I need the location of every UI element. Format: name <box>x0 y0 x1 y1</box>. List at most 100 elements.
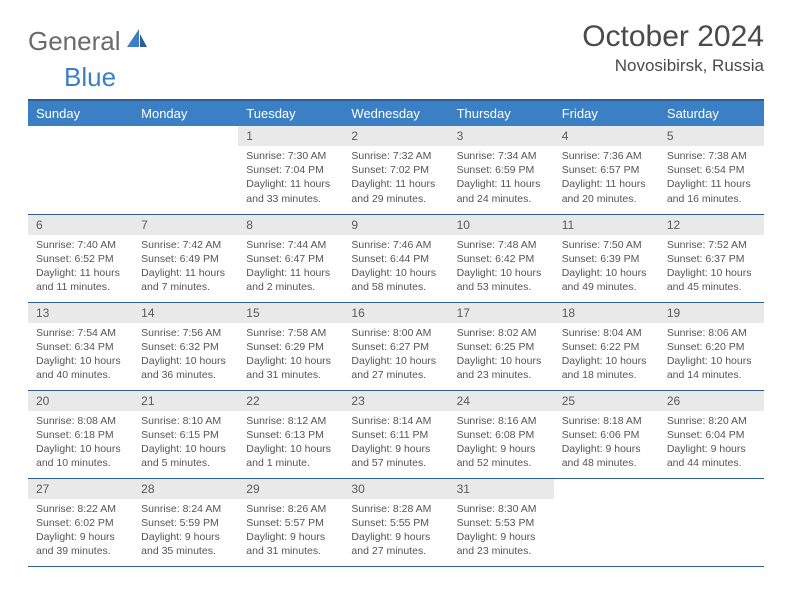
day-details: Sunrise: 7:40 AMSunset: 6:52 PMDaylight:… <box>28 235 133 301</box>
calendar-week-row: 1Sunrise: 7:30 AMSunset: 7:04 PMDaylight… <box>28 126 764 214</box>
calendar-day-cell: 1Sunrise: 7:30 AMSunset: 7:04 PMDaylight… <box>238 126 343 214</box>
day-number: 25 <box>554 391 659 411</box>
calendar-day-cell: 4Sunrise: 7:36 AMSunset: 6:57 PMDaylight… <box>554 126 659 214</box>
day-number: 31 <box>449 479 554 499</box>
day-details: Sunrise: 8:10 AMSunset: 6:15 PMDaylight:… <box>133 411 238 477</box>
calendar-day-cell <box>554 478 659 566</box>
day-details: Sunrise: 8:00 AMSunset: 6:27 PMDaylight:… <box>343 323 448 389</box>
day-details: Sunrise: 8:04 AMSunset: 6:22 PMDaylight:… <box>554 323 659 389</box>
day-number: 8 <box>238 215 343 235</box>
day-number: 13 <box>28 303 133 323</box>
day-number: 21 <box>133 391 238 411</box>
day-details: Sunrise: 8:12 AMSunset: 6:13 PMDaylight:… <box>238 411 343 477</box>
day-details: Sunrise: 7:38 AMSunset: 6:54 PMDaylight:… <box>659 146 764 212</box>
day-details: Sunrise: 8:24 AMSunset: 5:59 PMDaylight:… <box>133 499 238 565</box>
day-details: Sunrise: 8:16 AMSunset: 6:08 PMDaylight:… <box>449 411 554 477</box>
day-details: Sunrise: 8:14 AMSunset: 6:11 PMDaylight:… <box>343 411 448 477</box>
weekday-header: Wednesday <box>343 100 448 126</box>
day-details: Sunrise: 7:54 AMSunset: 6:34 PMDaylight:… <box>28 323 133 389</box>
day-number: 23 <box>343 391 448 411</box>
day-details: Sunrise: 7:42 AMSunset: 6:49 PMDaylight:… <box>133 235 238 301</box>
day-number: 22 <box>238 391 343 411</box>
day-number: 27 <box>28 479 133 499</box>
weekday-header: Saturday <box>659 100 764 126</box>
day-details: Sunrise: 8:06 AMSunset: 6:20 PMDaylight:… <box>659 323 764 389</box>
day-number: 18 <box>554 303 659 323</box>
logo-text-blue: Blue <box>64 62 116 92</box>
day-details: Sunrise: 8:26 AMSunset: 5:57 PMDaylight:… <box>238 499 343 565</box>
day-details: Sunrise: 8:08 AMSunset: 6:18 PMDaylight:… <box>28 411 133 477</box>
day-details: Sunrise: 8:28 AMSunset: 5:55 PMDaylight:… <box>343 499 448 565</box>
calendar-day-cell: 21Sunrise: 8:10 AMSunset: 6:15 PMDayligh… <box>133 390 238 478</box>
day-details: Sunrise: 7:32 AMSunset: 7:02 PMDaylight:… <box>343 146 448 212</box>
calendar-day-cell: 16Sunrise: 8:00 AMSunset: 6:27 PMDayligh… <box>343 302 448 390</box>
month-title: October 2024 <box>582 20 764 54</box>
day-number: 29 <box>238 479 343 499</box>
day-details: Sunrise: 8:20 AMSunset: 6:04 PMDaylight:… <box>659 411 764 477</box>
weekday-header: Tuesday <box>238 100 343 126</box>
calendar-day-cell: 31Sunrise: 8:30 AMSunset: 5:53 PMDayligh… <box>449 478 554 566</box>
calendar-day-cell: 25Sunrise: 8:18 AMSunset: 6:06 PMDayligh… <box>554 390 659 478</box>
calendar-day-cell: 15Sunrise: 7:58 AMSunset: 6:29 PMDayligh… <box>238 302 343 390</box>
day-number: 19 <box>659 303 764 323</box>
day-details: Sunrise: 7:30 AMSunset: 7:04 PMDaylight:… <box>238 146 343 212</box>
calendar-day-cell: 22Sunrise: 8:12 AMSunset: 6:13 PMDayligh… <box>238 390 343 478</box>
day-details: Sunrise: 7:36 AMSunset: 6:57 PMDaylight:… <box>554 146 659 212</box>
day-number: 2 <box>343 126 448 146</box>
calendar-day-cell: 12Sunrise: 7:52 AMSunset: 6:37 PMDayligh… <box>659 214 764 302</box>
calendar-day-cell <box>133 126 238 214</box>
calendar-day-cell: 24Sunrise: 8:16 AMSunset: 6:08 PMDayligh… <box>449 390 554 478</box>
day-number: 1 <box>238 126 343 146</box>
calendar-day-cell: 11Sunrise: 7:50 AMSunset: 6:39 PMDayligh… <box>554 214 659 302</box>
calendar-day-cell: 10Sunrise: 7:48 AMSunset: 6:42 PMDayligh… <box>449 214 554 302</box>
day-details: Sunrise: 7:44 AMSunset: 6:47 PMDaylight:… <box>238 235 343 301</box>
calendar-day-cell: 5Sunrise: 7:38 AMSunset: 6:54 PMDaylight… <box>659 126 764 214</box>
calendar-day-cell: 29Sunrise: 8:26 AMSunset: 5:57 PMDayligh… <box>238 478 343 566</box>
day-number: 30 <box>343 479 448 499</box>
day-number: 9 <box>343 215 448 235</box>
day-number: 14 <box>133 303 238 323</box>
day-details: Sunrise: 8:02 AMSunset: 6:25 PMDaylight:… <box>449 323 554 389</box>
calendar-day-cell: 28Sunrise: 8:24 AMSunset: 5:59 PMDayligh… <box>133 478 238 566</box>
weekday-header: Friday <box>554 100 659 126</box>
day-number: 10 <box>449 215 554 235</box>
day-number: 3 <box>449 126 554 146</box>
day-number: 12 <box>659 215 764 235</box>
calendar-day-cell: 8Sunrise: 7:44 AMSunset: 6:47 PMDaylight… <box>238 214 343 302</box>
day-number: 26 <box>659 391 764 411</box>
calendar-day-cell: 17Sunrise: 8:02 AMSunset: 6:25 PMDayligh… <box>449 302 554 390</box>
weekday-header: Thursday <box>449 100 554 126</box>
calendar-week-row: 13Sunrise: 7:54 AMSunset: 6:34 PMDayligh… <box>28 302 764 390</box>
day-details: Sunrise: 7:56 AMSunset: 6:32 PMDaylight:… <box>133 323 238 389</box>
day-number: 28 <box>133 479 238 499</box>
calendar-day-cell: 19Sunrise: 8:06 AMSunset: 6:20 PMDayligh… <box>659 302 764 390</box>
day-number: 6 <box>28 215 133 235</box>
calendar-week-row: 27Sunrise: 8:22 AMSunset: 6:02 PMDayligh… <box>28 478 764 566</box>
calendar-week-row: 6Sunrise: 7:40 AMSunset: 6:52 PMDaylight… <box>28 214 764 302</box>
day-details: Sunrise: 7:46 AMSunset: 6:44 PMDaylight:… <box>343 235 448 301</box>
calendar-day-cell <box>28 126 133 214</box>
weekday-header: Sunday <box>28 100 133 126</box>
calendar-day-cell: 7Sunrise: 7:42 AMSunset: 6:49 PMDaylight… <box>133 214 238 302</box>
calendar-day-cell: 3Sunrise: 7:34 AMSunset: 6:59 PMDaylight… <box>449 126 554 214</box>
calendar-day-cell: 9Sunrise: 7:46 AMSunset: 6:44 PMDaylight… <box>343 214 448 302</box>
day-details: Sunrise: 7:50 AMSunset: 6:39 PMDaylight:… <box>554 235 659 301</box>
day-details: Sunrise: 8:30 AMSunset: 5:53 PMDaylight:… <box>449 499 554 565</box>
weekday-header: Monday <box>133 100 238 126</box>
logo-sail-icon <box>125 27 149 54</box>
day-details: Sunrise: 8:22 AMSunset: 6:02 PMDaylight:… <box>28 499 133 565</box>
calendar-day-cell: 27Sunrise: 8:22 AMSunset: 6:02 PMDayligh… <box>28 478 133 566</box>
day-details: Sunrise: 7:34 AMSunset: 6:59 PMDaylight:… <box>449 146 554 212</box>
calendar-day-cell: 30Sunrise: 8:28 AMSunset: 5:55 PMDayligh… <box>343 478 448 566</box>
day-number: 17 <box>449 303 554 323</box>
calendar-day-cell: 26Sunrise: 8:20 AMSunset: 6:04 PMDayligh… <box>659 390 764 478</box>
day-details: Sunrise: 7:52 AMSunset: 6:37 PMDaylight:… <box>659 235 764 301</box>
day-details: Sunrise: 8:18 AMSunset: 6:06 PMDaylight:… <box>554 411 659 477</box>
calendar-table: SundayMondayTuesdayWednesdayThursdayFrid… <box>28 99 764 567</box>
logo-text-general: General <box>28 26 121 57</box>
day-number: 15 <box>238 303 343 323</box>
day-details: Sunrise: 7:58 AMSunset: 6:29 PMDaylight:… <box>238 323 343 389</box>
calendar-day-cell: 18Sunrise: 8:04 AMSunset: 6:22 PMDayligh… <box>554 302 659 390</box>
calendar-day-cell <box>659 478 764 566</box>
day-number: 4 <box>554 126 659 146</box>
